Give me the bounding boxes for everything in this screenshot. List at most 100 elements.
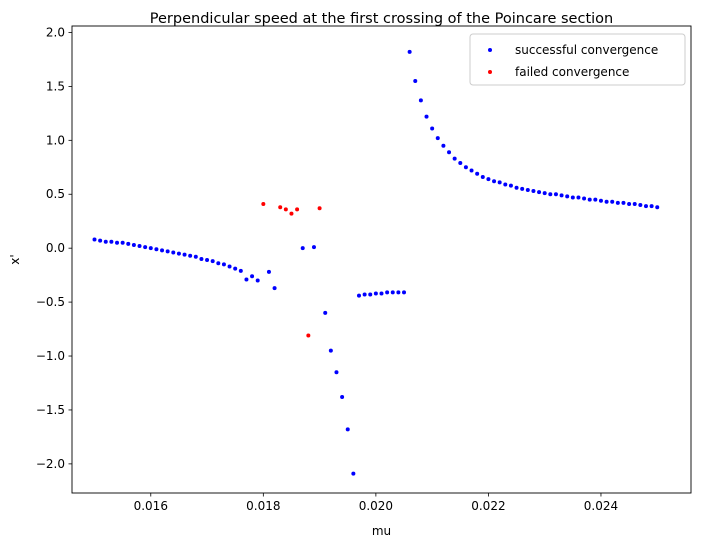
successful-convergence-point xyxy=(452,156,457,161)
successful-convergence-point xyxy=(430,126,435,131)
successful-convergence-point xyxy=(390,290,395,295)
successful-convergence-point xyxy=(143,245,148,250)
successful-convergence-point xyxy=(424,114,429,119)
successful-convergence-point xyxy=(165,249,170,254)
y-tick-label: −1.0 xyxy=(36,349,65,363)
successful-convergence-point xyxy=(469,168,474,173)
successful-convergence-point xyxy=(565,194,570,199)
successful-convergence-point xyxy=(340,395,345,400)
successful-convergence-point xyxy=(610,199,615,204)
successful-convergence-point xyxy=(503,182,508,187)
successful-convergence-point xyxy=(103,239,108,244)
y-tick-label: 0.5 xyxy=(46,187,65,201)
successful-convergence-point xyxy=(171,250,176,255)
x-axis: 0.016 0.018 0.020 0.022 0.024 xyxy=(134,493,618,513)
successful-convergence-point xyxy=(368,292,373,297)
successful-convergence-point xyxy=(115,240,120,245)
failed-convergence-point xyxy=(283,207,288,212)
successful-convergence-point xyxy=(548,192,553,197)
successful-convergence-point xyxy=(396,290,401,295)
successful-convergence-point xyxy=(160,248,165,253)
successful-convergence-point xyxy=(655,205,660,210)
successful-convergence-point xyxy=(176,251,181,256)
y-tick-label: −2.0 xyxy=(36,457,65,471)
successful-convergence-point xyxy=(373,291,378,296)
successful-convergence-point xyxy=(120,240,125,245)
successful-convergence-point xyxy=(559,193,564,198)
failed-convergence-point xyxy=(317,206,322,211)
successful-convergence-point xyxy=(300,246,305,251)
successful-convergence-point xyxy=(492,179,497,184)
successful-convergence-point xyxy=(323,310,328,315)
successful-convergence-point xyxy=(593,197,598,202)
successful-convergence-point xyxy=(272,286,277,291)
successful-convergence-point xyxy=(643,204,648,209)
failed-convergence-point xyxy=(289,211,294,216)
failed-convergence-point xyxy=(295,207,300,212)
successful-convergence-point xyxy=(475,171,480,176)
y-tick-label: 1.0 xyxy=(46,133,65,147)
successful-convergence-point xyxy=(447,150,452,155)
successful-convergence-point xyxy=(385,290,390,295)
successful-convergence-point xyxy=(193,254,198,259)
chart-title: Perpendicular speed at the first crossin… xyxy=(150,11,613,27)
y-axis: 2.0 1.5 1.0 0.5 0.0 −0.5 −1.0 −1.5 −2.0 xyxy=(36,25,72,471)
plot-frame xyxy=(71,25,692,494)
successful-convergence-point xyxy=(216,261,221,266)
successful-convergence-point xyxy=(598,198,603,203)
x-tick-label: 0.020 xyxy=(359,499,393,513)
successful-convergence-point xyxy=(632,201,637,206)
successful-convergence-point xyxy=(553,192,558,197)
successful-convergence-point xyxy=(520,186,525,191)
successful-convergence-point xyxy=(244,277,249,282)
successful-convergence-point xyxy=(407,49,412,54)
legend-marker-failed-convergence xyxy=(488,70,492,74)
y-tick-label: −0.5 xyxy=(36,295,65,309)
x-tick-label: 0.024 xyxy=(584,499,618,513)
successful-convergence-point xyxy=(109,239,114,244)
successful-convergence-point xyxy=(255,278,260,283)
successful-convergence-point xyxy=(435,136,440,141)
successful-convergence-point xyxy=(328,348,333,353)
successful-convergence-point xyxy=(497,180,502,185)
successful-convergence-point xyxy=(379,291,384,296)
plot-area xyxy=(72,26,691,493)
successful-convergence-point xyxy=(531,189,536,194)
successful-convergence-point xyxy=(441,143,446,148)
successful-convergence-point xyxy=(182,252,187,257)
successful-convergence-point xyxy=(537,190,542,195)
successful-convergence-point xyxy=(508,183,513,188)
successful-convergence-point xyxy=(402,290,407,295)
successful-convergence-point xyxy=(345,427,350,432)
successful-convergence-point xyxy=(587,197,592,202)
successful-convergence-point xyxy=(649,204,654,209)
successful-convergence-point xyxy=(250,274,255,279)
successful-convergence-point xyxy=(311,245,316,250)
successful-convergence-point xyxy=(334,370,339,375)
successful-convergence-point xyxy=(131,242,136,247)
successful-convergence-point xyxy=(514,185,519,190)
successful-convergence-point xyxy=(615,200,620,205)
y-axis-label: x' xyxy=(8,254,22,264)
failed-convergence-point xyxy=(261,201,266,206)
successful-convergence-point xyxy=(238,268,243,273)
successful-convergence-point xyxy=(463,165,468,170)
successful-convergence-point xyxy=(362,292,367,297)
legend-box xyxy=(469,33,686,86)
successful-convergence-point xyxy=(233,266,238,271)
successful-convergence-point xyxy=(188,253,193,258)
legend-label-successful-convergence: successful convergence xyxy=(515,43,658,57)
successful-convergence-point xyxy=(356,293,361,298)
failed-convergence-point xyxy=(306,333,311,338)
successful-convergence-point xyxy=(205,258,210,263)
successful-convergence-point xyxy=(604,199,609,204)
successful-convergence-point xyxy=(582,196,587,201)
y-tick-label: −1.5 xyxy=(36,403,65,417)
successful-convergence-point xyxy=(570,195,575,200)
x-tick-label: 0.018 xyxy=(246,499,280,513)
successful-convergence-point xyxy=(576,195,581,200)
x-tick-label: 0.022 xyxy=(471,499,505,513)
x-axis-label: mu xyxy=(372,524,391,538)
successful-convergence-point xyxy=(148,246,153,251)
